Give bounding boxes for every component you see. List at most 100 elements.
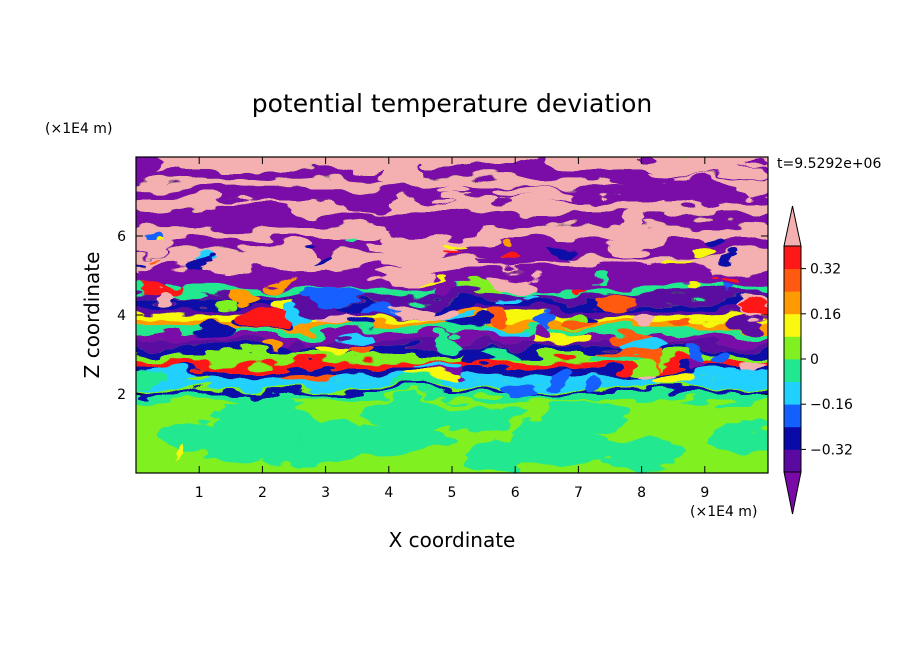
contour-patch: [520, 293, 542, 301]
y-ticks: 2 4 6: [117, 229, 768, 403]
colorbar-swatch: [784, 404, 801, 428]
contour-patch: [385, 167, 423, 189]
contour-patch: [265, 340, 288, 352]
contour-patch: [587, 376, 601, 393]
contour-patch: [668, 319, 693, 328]
chart-title: potential temperature deviation: [252, 89, 652, 118]
contour-patch: [687, 364, 706, 374]
colorbar-swatch: [784, 291, 801, 315]
contour-patch: [700, 237, 727, 246]
x-tick-label: 7: [574, 485, 583, 501]
contour-patch: [574, 235, 612, 254]
contour-patch: [631, 311, 658, 328]
time-label: t=9.5292e+06: [777, 156, 881, 172]
contour-patch: [474, 252, 572, 265]
contour-patch: [709, 273, 719, 278]
contour-patch: [731, 303, 768, 315]
contour-band: [136, 347, 768, 355]
contour-patch: [686, 246, 710, 256]
contour-band: [136, 178, 768, 189]
contour-patch: [151, 257, 162, 262]
colorbar-below-arrow: [783, 471, 802, 515]
contour-patch: [499, 381, 543, 396]
contour-patch: [500, 253, 519, 259]
contour-patch: [190, 322, 230, 338]
contour-patch: [345, 317, 381, 330]
contour-patch: [433, 335, 463, 350]
colorbar: 0.32 0.16 0 −0.16 −0.32: [783, 205, 853, 515]
contour-patch: [231, 289, 258, 307]
contour-patch: [445, 239, 469, 244]
colorbar-swatch: [784, 313, 801, 337]
contour-patch: [217, 213, 320, 223]
contour-patch: [652, 370, 688, 388]
contour-patch: [732, 313, 768, 328]
contour-patch: [196, 261, 216, 266]
y-axis-unit: (×1E4 m): [45, 121, 112, 137]
contour-patch: [251, 444, 339, 465]
colorbar-swatch: [784, 449, 801, 473]
contour-patch: [609, 171, 674, 191]
contour-patch: [136, 235, 179, 256]
colorbar-label: −0.16: [810, 397, 853, 413]
contour-patch: [236, 311, 288, 326]
contour-patch: [536, 313, 555, 330]
colorbar-swatch: [784, 381, 801, 405]
contour-band: [136, 354, 768, 362]
contour-patch: [464, 440, 553, 473]
contour-patch: [352, 426, 450, 452]
contour-band: [136, 294, 768, 301]
contour-patch: [365, 402, 436, 424]
contour-patch: [632, 262, 712, 284]
x-tick-label: 5: [448, 485, 457, 501]
contour-patch: [594, 278, 609, 284]
contour-patch: [663, 259, 685, 265]
contour-patch: [601, 238, 658, 253]
contour-patch: [423, 276, 446, 281]
contour-patch: [620, 207, 650, 228]
contour-patch: [152, 234, 163, 240]
contour-patch: [723, 370, 765, 385]
contour-patch: [216, 301, 237, 308]
contour-patch: [136, 157, 163, 171]
contour-patch: [580, 286, 593, 294]
contour-patch: [433, 285, 456, 299]
y-tick-label: 2: [117, 387, 126, 403]
contour-patch: [388, 378, 446, 391]
contour-patch: [377, 213, 485, 236]
contour-patch: [704, 423, 768, 451]
contour-patch: [688, 356, 703, 368]
contour-patch: [269, 281, 294, 288]
colorbar-swatch: [784, 268, 801, 292]
x-tick-label: 6: [511, 485, 520, 501]
x-ticks: 1 2 3 4 5 6 7 8 9: [195, 157, 709, 501]
contour-patch: [538, 328, 552, 342]
contour-patch: [166, 293, 214, 300]
contour-patch: [499, 241, 511, 250]
contour-patch: [167, 282, 188, 290]
contour-patch: [496, 298, 524, 305]
contour-patch: [599, 294, 630, 307]
contour-band: [136, 166, 768, 179]
colorbar-label: 0: [810, 352, 819, 368]
x-axis-label: X coordinate: [389, 528, 516, 552]
colorbar-label: 0.32: [810, 262, 841, 278]
contour-patch: [136, 371, 169, 388]
contour-patch: [593, 353, 642, 362]
contour-patch: [740, 182, 768, 193]
contour-patch: [313, 289, 336, 307]
contour-patch: [485, 277, 543, 291]
contour-patch: [239, 242, 319, 260]
contour-patch: [565, 317, 598, 324]
contour-patch: [511, 162, 614, 175]
contour-patch: [637, 366, 653, 375]
contour-patch: [367, 268, 438, 283]
contour-patch: [347, 237, 359, 246]
contour-patch: [609, 363, 630, 371]
contour-band: [136, 327, 768, 335]
colorbar-swatch: [784, 426, 801, 450]
x-axis-unit: (×1E4 m): [690, 504, 757, 520]
contour-patch: [336, 337, 372, 345]
x-tick-label: 9: [700, 485, 709, 501]
